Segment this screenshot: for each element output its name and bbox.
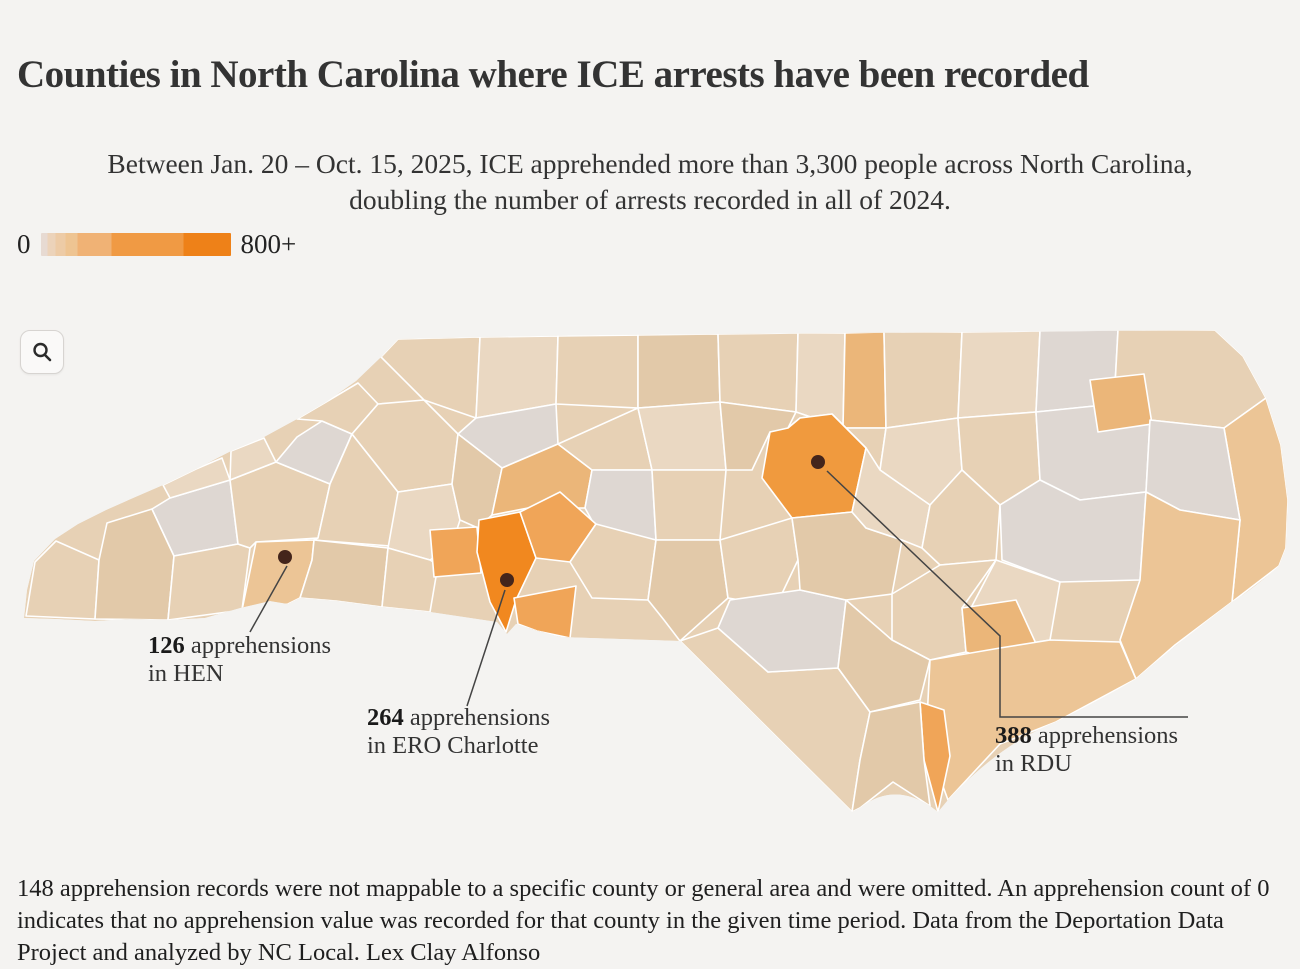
annotation-value: 264: [367, 704, 404, 731]
county-shape[interactable]: [168, 544, 250, 620]
county-shape[interactable]: [430, 527, 481, 577]
county-shape[interactable]: [718, 333, 798, 412]
county-shape[interactable]: [638, 334, 720, 408]
county-shape[interactable]: [958, 331, 1040, 418]
annotation-text: apprehensions: [185, 632, 331, 659]
county-shape[interactable]: [843, 332, 886, 428]
annotation-text: apprehensions: [1032, 722, 1178, 749]
location-dot[interactable]: [811, 455, 825, 469]
location-dot[interactable]: [500, 573, 514, 587]
county-shape[interactable]: [652, 470, 726, 540]
annotation-rdu: 388 apprehensions in RDU: [995, 722, 1178, 778]
annotation-line2: in HEN: [148, 660, 224, 687]
nc-choropleth-map[interactable]: [0, 0, 1300, 949]
county-shape[interactable]: [884, 332, 962, 428]
annotation-value: 126: [148, 632, 185, 659]
annotation-ero-charlotte: 264 apprehensions in ERO Charlotte: [367, 704, 550, 760]
county-shape[interactable]: [300, 540, 388, 607]
source-note: 148 apprehension records were not mappab…: [17, 873, 1283, 969]
county-shape[interactable]: [638, 402, 726, 470]
annotation-line2: in ERO Charlotte: [367, 732, 538, 759]
location-dot[interactable]: [278, 550, 292, 564]
annotation-hen: 126 apprehensions in HEN: [148, 632, 331, 688]
annotation-line2: in RDU: [995, 750, 1072, 777]
county-shape[interactable]: [1090, 374, 1152, 432]
county-shape[interactable]: [556, 335, 638, 408]
annotation-value: 388: [995, 722, 1032, 749]
annotation-text: apprehensions: [404, 704, 550, 731]
